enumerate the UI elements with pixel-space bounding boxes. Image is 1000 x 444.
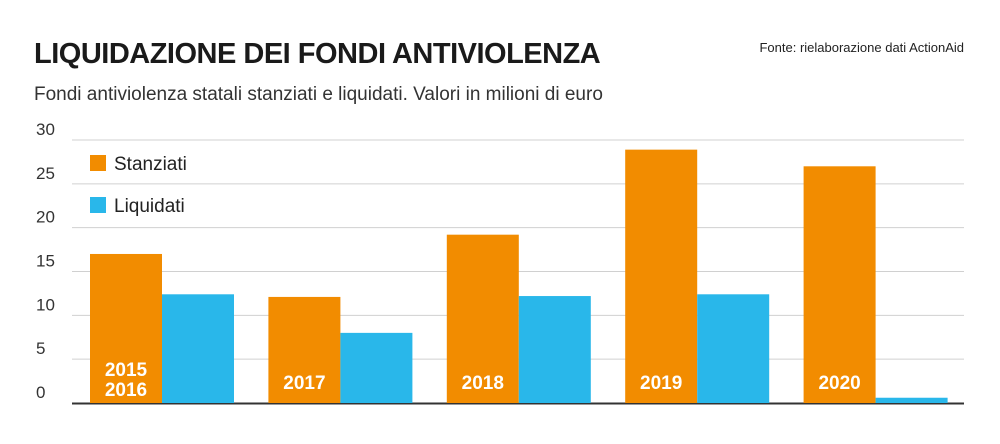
category-labels: 2015 2016 2017 2018 2019 2020: [105, 360, 861, 401]
y-axis-ticks: 0 5 10 15 20 25 30: [36, 120, 55, 402]
legend: Stanziati Liquidati: [90, 154, 187, 217]
bar-stanziati: [803, 166, 876, 403]
legend-swatch-liquidati: [90, 197, 106, 213]
chart-title: LIQUIDAZIONE DEI FONDI ANTIVIOLENZA: [34, 38, 601, 70]
bar-liquidati: [518, 296, 591, 403]
y-tick-label: 30: [36, 120, 55, 139]
legend-label-stanziati: Stanziati: [114, 154, 187, 175]
category-label: 2017: [283, 373, 325, 394]
y-tick-label: 10: [36, 295, 55, 314]
bar-liquidati: [697, 294, 770, 403]
category-label: 2015 2016: [105, 360, 148, 401]
y-tick-label: 15: [36, 252, 55, 271]
bar-liquidati: [875, 397, 948, 403]
legend-swatch-stanziati: [90, 155, 106, 171]
bar-stanziati: [268, 296, 341, 403]
bar-stanziati: [90, 253, 162, 403]
bar-stanziati: [625, 149, 698, 403]
chart-subtitle: Fondi antiviolenza statali stanziati e l…: [34, 84, 603, 105]
legend-label-liquidati: Liquidati: [114, 196, 185, 217]
bar-liquidati: [340, 332, 413, 403]
y-tick-label: 25: [36, 164, 55, 183]
category-label: 2018: [462, 373, 504, 394]
bars: [90, 149, 948, 403]
bar-stanziati: [446, 234, 519, 403]
y-tick-label: 20: [36, 208, 55, 227]
y-tick-label: 5: [36, 339, 45, 358]
source-note: Fonte: rielaborazione dati ActionAid: [759, 40, 964, 55]
category-label: 2020: [818, 373, 860, 394]
category-label: 2019: [640, 373, 682, 394]
y-tick-label: 0: [36, 383, 45, 402]
bar-liquidati: [162, 294, 234, 403]
